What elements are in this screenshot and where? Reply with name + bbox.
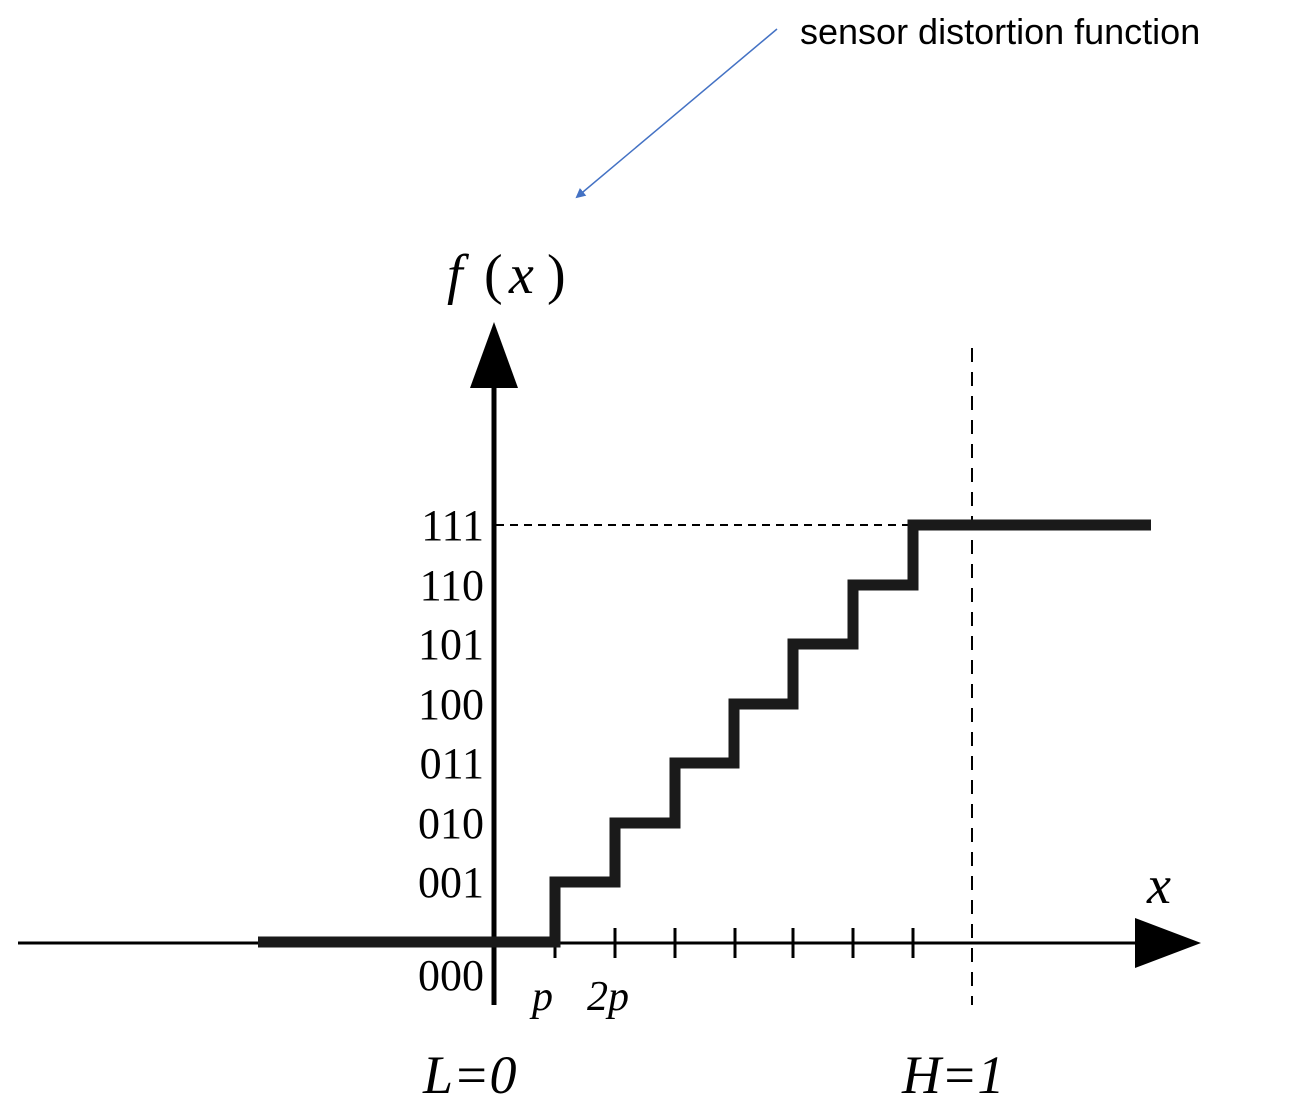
- y-axis-label-paren-close: ): [547, 244, 566, 306]
- y-level-label: 110: [420, 561, 484, 610]
- y-axis-label-f: f: [447, 244, 470, 306]
- y-axis-arrowhead: [470, 322, 518, 388]
- y-level-label: 100: [418, 680, 484, 729]
- y-axis-label-paren-open: (: [484, 244, 503, 306]
- staircase-curve: [258, 519, 1151, 948]
- y-level-label: 011: [420, 739, 484, 788]
- low-bound-label: L=0: [422, 1045, 516, 1098]
- y-level-label: 000: [418, 951, 484, 1000]
- x-tick-label-p: p: [529, 974, 553, 1020]
- annotation-arrow: [575, 28, 778, 199]
- y-level-label: 010: [418, 799, 484, 848]
- x-tick-label-2p: 2p: [587, 974, 629, 1020]
- y-level-label: 101: [418, 620, 484, 669]
- y-axis-label: f ( x ): [447, 244, 566, 306]
- y-axis-label-x: x: [508, 244, 534, 306]
- y-level-label: 111: [421, 501, 484, 550]
- y-level-label: 001: [418, 858, 484, 907]
- high-bound-label: H=1: [901, 1045, 1004, 1098]
- x-axis-arrowhead: [1135, 918, 1201, 968]
- y-level-labels: 111 110 101 100 011 010 001 000: [418, 501, 484, 1000]
- x-axis-label: x: [1146, 855, 1171, 915]
- annotation-label: sensor distortion function: [800, 11, 1200, 52]
